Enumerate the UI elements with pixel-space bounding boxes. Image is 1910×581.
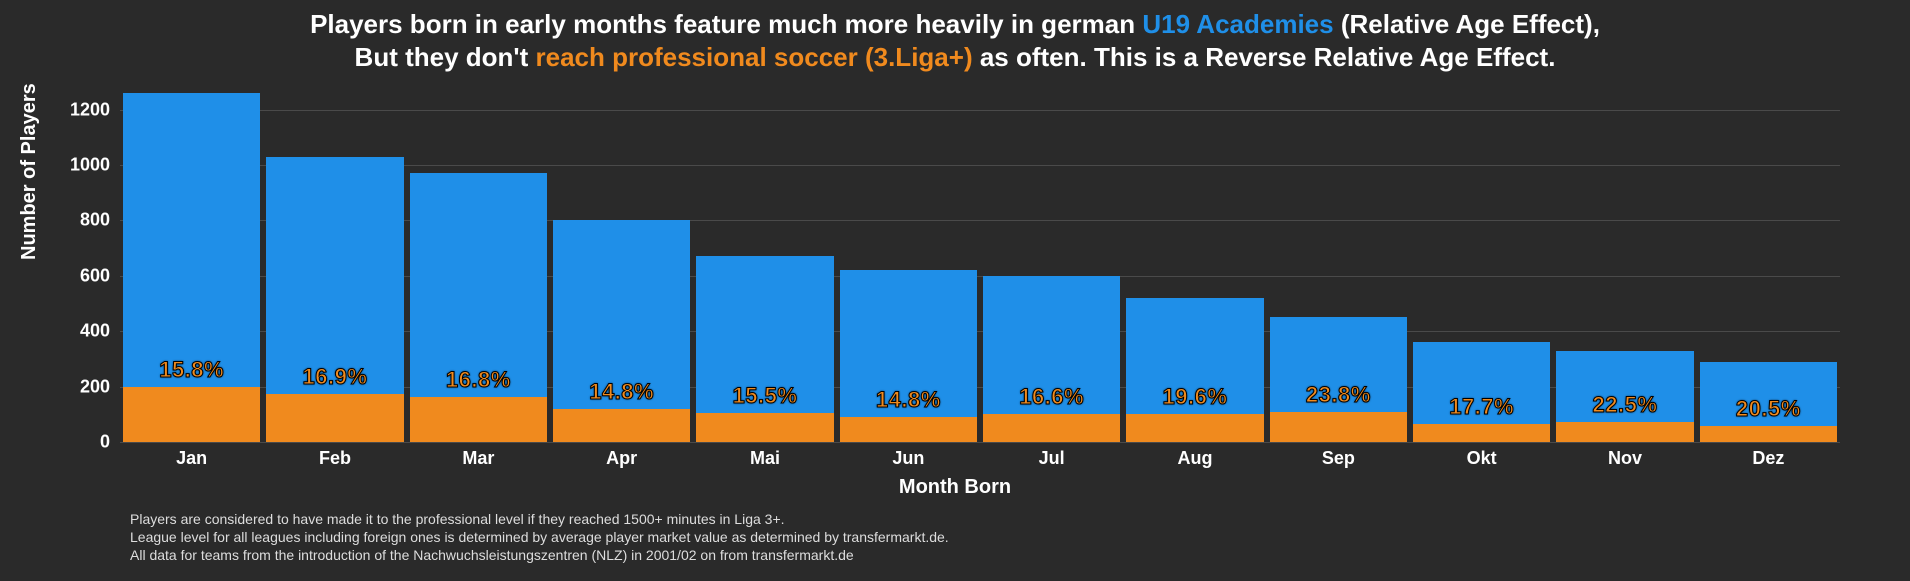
- bar-percent-label: 16.6%: [983, 384, 1121, 410]
- grid-line: [120, 442, 1840, 443]
- x-tick-label: Mar: [462, 448, 494, 469]
- x-tick-label: Mai: [750, 448, 780, 469]
- title-line1-c: (Relative Age Effect),: [1334, 9, 1600, 39]
- bar-professional: [123, 387, 261, 442]
- bar-professional: [1556, 422, 1694, 442]
- bar-group: 14.8%: [553, 220, 691, 442]
- chart-container: Players born in early months feature muc…: [0, 0, 1910, 581]
- bar-professional: [1700, 426, 1838, 442]
- x-tick-label: Jan: [176, 448, 207, 469]
- bar-professional: [410, 397, 548, 442]
- y-tick-label: 0: [50, 432, 110, 453]
- y-tick-label: 800: [50, 210, 110, 231]
- title-line2-a: But they don't: [355, 42, 536, 72]
- bar-group: 16.6%: [983, 276, 1121, 442]
- footnote-line2: League level for all leagues including f…: [130, 528, 949, 546]
- bar-group: 17.7%: [1413, 342, 1551, 442]
- bar-group: 23.8%: [1270, 317, 1408, 442]
- x-tick-label: Jul: [1039, 448, 1065, 469]
- bar-professional: [553, 409, 691, 442]
- plot-area: 02004006008001000120015.8%Jan16.9%Feb16.…: [120, 82, 1840, 442]
- bar-percent-label: 15.5%: [696, 383, 834, 409]
- y-axis-label: Number of Players: [18, 83, 41, 260]
- bar-group: 20.5%: [1700, 362, 1838, 442]
- x-tick-label: Nov: [1608, 448, 1642, 469]
- chart-title: Players born in early months feature muc…: [0, 8, 1910, 73]
- footnote-line3: All data for teams from the introduction…: [130, 546, 949, 564]
- bar-percent-label: 14.8%: [840, 387, 978, 413]
- bar-professional: [1126, 414, 1264, 442]
- bar-group: 22.5%: [1556, 351, 1694, 442]
- bar-group: 15.8%: [123, 93, 261, 442]
- bar-group: 19.6%: [1126, 298, 1264, 442]
- bar-percent-label: 19.6%: [1126, 384, 1264, 410]
- bar-professional: [1413, 424, 1551, 442]
- title-line2-c: as often. This is a Reverse Relative Age…: [973, 42, 1556, 72]
- bar-percent-label: 15.8%: [123, 357, 261, 383]
- bar-percent-label: 16.9%: [266, 364, 404, 390]
- title-line1-a: Players born in early months feature muc…: [310, 9, 1142, 39]
- bar-professional: [983, 414, 1121, 442]
- bar-percent-label: 20.5%: [1700, 396, 1838, 422]
- x-tick-label: Jun: [892, 448, 924, 469]
- bar-percent-label: 22.5%: [1556, 392, 1694, 418]
- x-tick-label: Dez: [1752, 448, 1784, 469]
- bar-group: 16.8%: [410, 173, 548, 442]
- bar-percent-label: 16.8%: [410, 367, 548, 393]
- title-line2-b-orange: reach professional soccer (3.Liga+): [535, 42, 972, 72]
- bar-percent-label: 23.8%: [1270, 382, 1408, 408]
- y-tick-label: 400: [50, 321, 110, 342]
- grid-line: [120, 110, 1840, 111]
- bar-group: 14.8%: [840, 270, 978, 442]
- bar-group: 16.9%: [266, 157, 404, 442]
- y-tick-label: 600: [50, 265, 110, 286]
- x-tick-label: Okt: [1467, 448, 1497, 469]
- x-tick-label: Aug: [1178, 448, 1213, 469]
- bar-percent-label: 14.8%: [553, 379, 691, 405]
- footnote-line1: Players are considered to have made it t…: [130, 510, 949, 528]
- bar-professional: [1270, 412, 1408, 442]
- x-axis-label: Month Born: [0, 476, 1910, 499]
- bar-percent-label: 17.7%: [1413, 394, 1551, 420]
- x-tick-label: Apr: [606, 448, 637, 469]
- footnote: Players are considered to have made it t…: [130, 510, 949, 565]
- x-tick-label: Feb: [319, 448, 351, 469]
- y-tick-label: 1200: [50, 99, 110, 120]
- x-tick-label: Sep: [1322, 448, 1355, 469]
- bar-professional: [266, 394, 404, 442]
- title-line1-b-blue: U19 Academies: [1142, 9, 1333, 39]
- y-tick-label: 200: [50, 376, 110, 397]
- bar-professional: [840, 417, 978, 442]
- bar-professional: [696, 413, 834, 442]
- bar-group: 15.5%: [696, 256, 834, 442]
- y-tick-label: 1000: [50, 155, 110, 176]
